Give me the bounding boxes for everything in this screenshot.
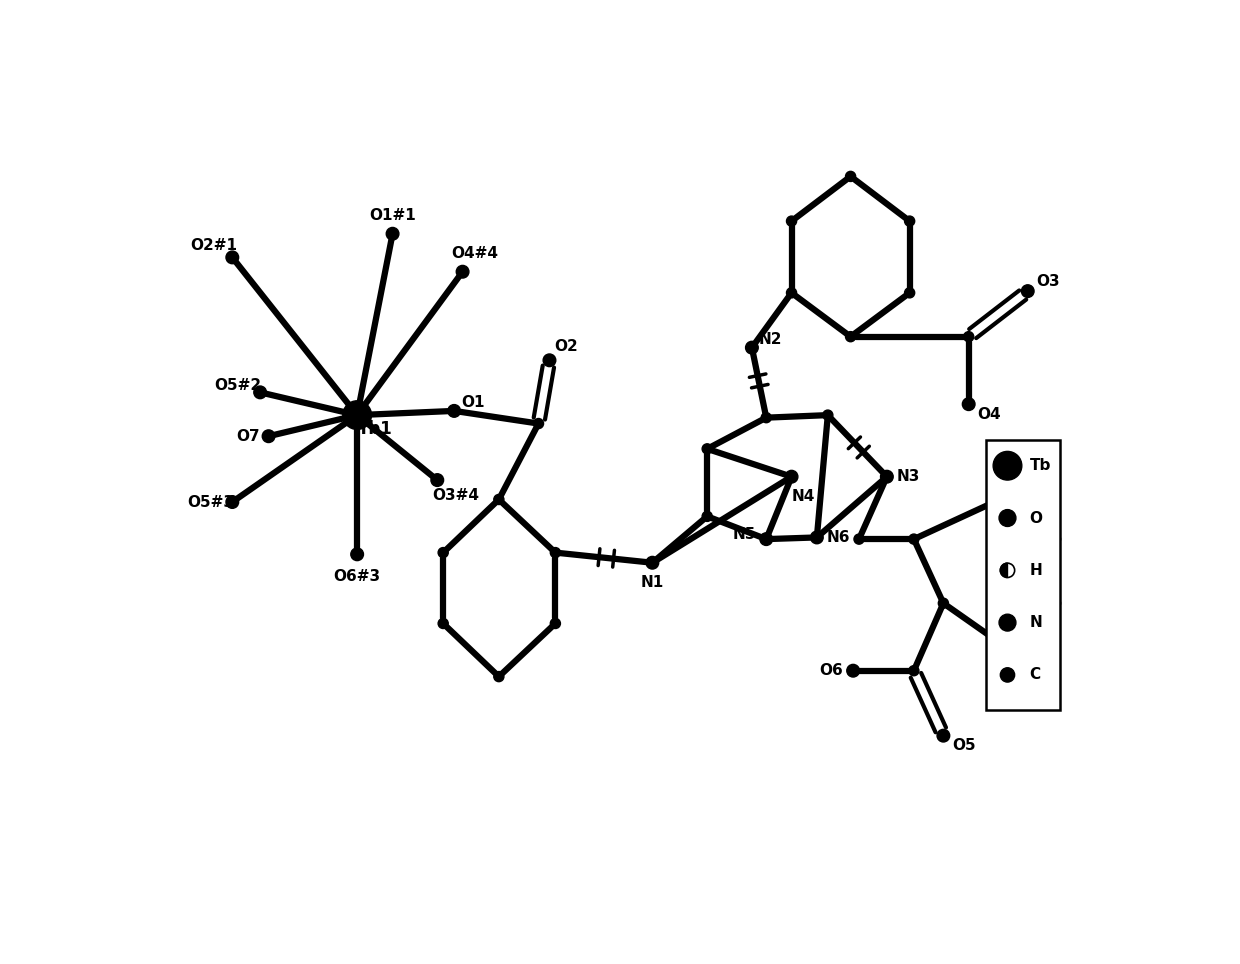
Circle shape	[1001, 668, 1014, 683]
Text: Tb: Tb	[1029, 458, 1050, 473]
Circle shape	[342, 401, 372, 430]
FancyBboxPatch shape	[986, 441, 1060, 710]
Text: N: N	[1029, 615, 1042, 630]
Circle shape	[786, 216, 796, 227]
Circle shape	[993, 451, 1022, 480]
Circle shape	[823, 410, 833, 420]
Circle shape	[226, 251, 238, 264]
Text: O6: O6	[820, 663, 843, 679]
Text: O2: O2	[554, 339, 578, 355]
Circle shape	[351, 548, 363, 561]
Circle shape	[551, 548, 560, 557]
Circle shape	[994, 638, 1004, 648]
Circle shape	[962, 398, 975, 411]
Circle shape	[543, 354, 556, 366]
Circle shape	[761, 413, 771, 422]
Circle shape	[994, 495, 1004, 504]
Circle shape	[494, 672, 503, 682]
Circle shape	[533, 418, 543, 429]
Text: O1: O1	[461, 395, 485, 410]
Circle shape	[904, 287, 915, 298]
Circle shape	[846, 172, 856, 181]
Circle shape	[847, 664, 859, 677]
Circle shape	[811, 531, 823, 544]
Circle shape	[646, 556, 658, 569]
Circle shape	[999, 614, 1016, 631]
Text: N6: N6	[827, 530, 851, 545]
Circle shape	[909, 665, 919, 676]
Circle shape	[438, 548, 448, 557]
Circle shape	[702, 443, 712, 454]
Text: O4: O4	[977, 407, 1001, 422]
Circle shape	[1022, 284, 1034, 298]
Text: O5: O5	[952, 738, 976, 753]
Text: O3: O3	[1037, 274, 1060, 288]
Circle shape	[939, 598, 949, 608]
Text: O7: O7	[237, 429, 260, 443]
Text: O: O	[1029, 511, 1043, 525]
Text: O3#4: O3#4	[433, 488, 480, 503]
Circle shape	[785, 470, 797, 483]
Circle shape	[448, 405, 460, 417]
Text: O5#3: O5#3	[187, 495, 234, 510]
Circle shape	[456, 265, 469, 278]
Text: N4: N4	[791, 490, 815, 504]
Text: O6#3: O6#3	[334, 569, 381, 584]
Circle shape	[963, 332, 973, 341]
Circle shape	[786, 287, 796, 298]
Circle shape	[760, 533, 773, 546]
Circle shape	[999, 510, 1016, 526]
Circle shape	[909, 534, 919, 544]
Text: Tb1: Tb1	[358, 419, 393, 438]
Circle shape	[880, 470, 893, 483]
Circle shape	[551, 619, 560, 629]
Text: N5: N5	[733, 526, 756, 542]
Circle shape	[1050, 534, 1060, 544]
Text: O1#1: O1#1	[370, 207, 415, 223]
Text: N1: N1	[641, 576, 663, 591]
Wedge shape	[1001, 563, 1007, 577]
Text: O2#1: O2#1	[190, 238, 237, 254]
Circle shape	[262, 430, 275, 442]
Text: H: H	[1029, 563, 1042, 577]
Text: O4#4: O4#4	[451, 246, 498, 260]
Circle shape	[745, 341, 758, 354]
Text: C: C	[1029, 667, 1040, 683]
Circle shape	[494, 495, 503, 504]
Circle shape	[432, 473, 444, 487]
Circle shape	[254, 386, 267, 399]
Text: N2: N2	[759, 332, 782, 347]
Circle shape	[702, 511, 712, 522]
Text: O5#2: O5#2	[215, 378, 262, 393]
Text: N3: N3	[897, 469, 920, 484]
Circle shape	[386, 228, 399, 240]
Circle shape	[854, 534, 864, 544]
Circle shape	[1050, 598, 1060, 608]
Circle shape	[846, 332, 856, 341]
Circle shape	[1001, 563, 1014, 577]
Circle shape	[937, 730, 950, 742]
Circle shape	[438, 619, 448, 629]
Circle shape	[904, 216, 915, 227]
Circle shape	[226, 495, 238, 508]
